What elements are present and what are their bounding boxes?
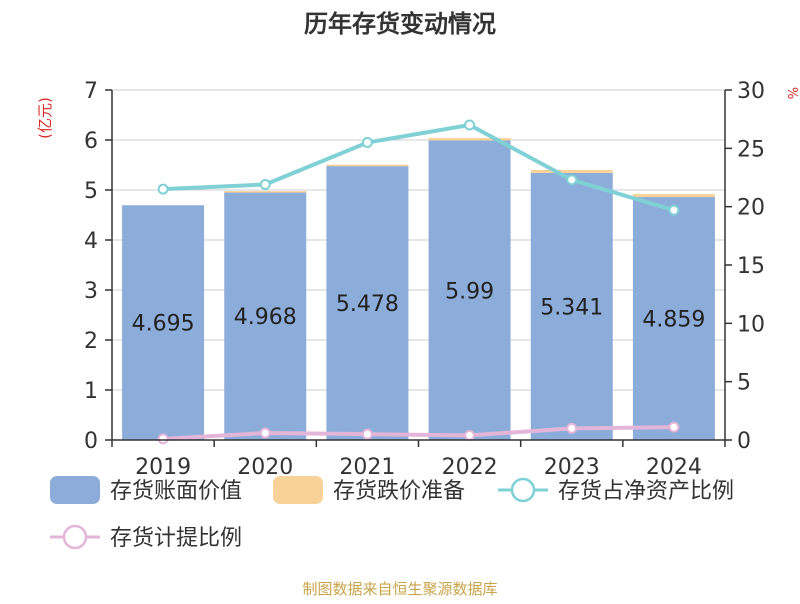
line-inventory-net-asset-ratio <box>162 122 675 213</box>
axes: 0 1 2 3 4 5 6 7 0 5 10 15 20 25 30 2019 2020 2021 2022 2023… <box>84 79 765 480</box>
point-inventory-net-asset-ratio <box>259 179 271 190</box>
bar-value-label: 4.859 <box>642 308 705 333</box>
right-tick-label: 30 <box>737 79 765 104</box>
right-tick-label: 15 <box>737 254 765 279</box>
right-tick-label: 20 <box>737 196 765 221</box>
point-provision-ratio <box>157 433 169 445</box>
point-provision-ratio <box>668 421 680 433</box>
bar-impairment-reserve <box>530 169 613 173</box>
right-axis-unit: % <box>787 87 800 99</box>
left-tick-label: 2 <box>84 329 98 354</box>
grid <box>112 89 725 441</box>
right-tick-label: 10 <box>737 312 765 337</box>
legend-label: 存货跌价准备 <box>333 479 465 504</box>
right-tick-label: 0 <box>737 429 751 454</box>
left-tick-label: 1 <box>84 379 98 404</box>
data-source-note: 制图数据来自恒生聚源数据库 <box>302 580 498 598</box>
left-tick-label: 7 <box>84 79 98 104</box>
lines <box>157 119 680 445</box>
bars: 4.695 4.968 5.478 5.99 5.341 4.859 <box>122 138 715 440</box>
x-tick-label: 2024 <box>646 455 702 480</box>
bar-book-value <box>530 172 613 440</box>
bar-impairment-reserve <box>326 164 409 167</box>
bar-book-value <box>326 166 409 440</box>
bar-impairment-reserve <box>224 191 307 193</box>
left-tick-label: 0 <box>84 429 98 454</box>
point-provision-ratio <box>566 422 578 434</box>
bar-book-value <box>122 205 205 440</box>
legend-marker <box>510 477 536 503</box>
right-tick-label: 25 <box>737 137 765 162</box>
point-inventory-net-asset-ratio <box>668 204 680 216</box>
bar-value-label: 5.341 <box>540 295 603 320</box>
legend-swatch <box>50 476 100 504</box>
legend-label: 存货计提比例 <box>110 526 242 551</box>
legend-swatch <box>273 476 323 504</box>
point-inventory-net-asset-ratio <box>157 183 169 195</box>
bar-value-label: 4.968 <box>234 305 297 330</box>
x-tick-label: 2020 <box>237 455 293 480</box>
line-provision-ratio <box>162 425 674 441</box>
legend-label: 存货账面价值 <box>110 479 242 504</box>
x-tick-label: 2021 <box>339 455 395 480</box>
x-tick-label: 2022 <box>442 455 498 480</box>
bar-value-label: 5.478 <box>336 292 399 317</box>
right-tick-label: 5 <box>737 371 751 396</box>
left-axis-unit: (亿元) <box>36 97 54 139</box>
left-tick-label: 3 <box>84 279 98 304</box>
point-inventory-net-asset-ratio <box>361 137 373 148</box>
bar-value-label: 5.99 <box>445 279 494 304</box>
legend-label: 存货占净资产比例 <box>558 479 734 504</box>
x-tick-label: 2023 <box>544 455 600 480</box>
legend-marker <box>62 524 88 550</box>
bar-book-value <box>428 140 511 440</box>
point-provision-ratio <box>464 429 476 441</box>
bar-impairment-reserve <box>632 194 715 198</box>
point-inventory-net-asset-ratio <box>464 119 476 131</box>
bar-book-value <box>224 191 307 440</box>
left-tick-label: 6 <box>84 129 98 154</box>
bar-book-value <box>632 197 715 440</box>
point-inventory-net-asset-ratio <box>566 174 578 186</box>
bar-value-label: 4.695 <box>132 312 195 337</box>
chart-title: 历年存货变动情况 <box>304 10 496 38</box>
left-tick-label: 5 <box>84 179 98 204</box>
bar-impairment-reserve <box>428 138 511 141</box>
x-tick-label: 2019 <box>135 455 191 480</box>
point-provision-ratio <box>259 427 271 439</box>
point-provision-ratio <box>361 428 373 440</box>
left-tick-label: 4 <box>84 229 98 254</box>
